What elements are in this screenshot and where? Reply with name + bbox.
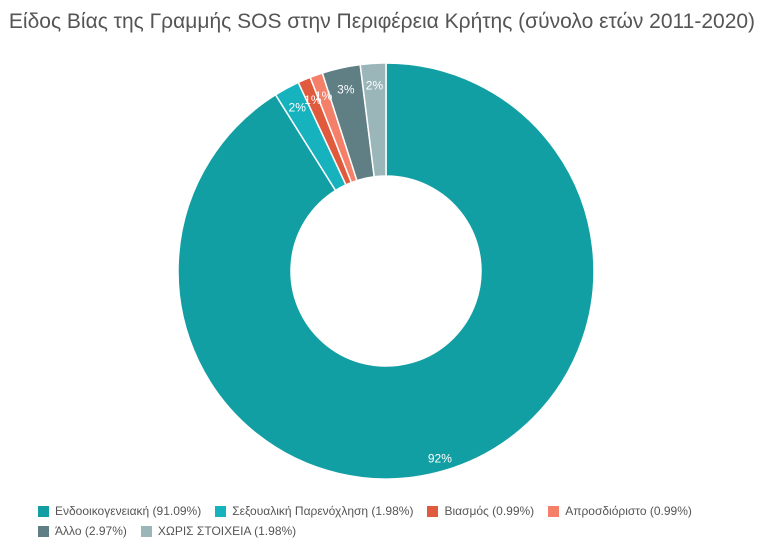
legend-item-3[interactable]: Απροσδιόριστο (0.99%): [548, 504, 692, 518]
legend-label-5: ΧΩΡΙΣ ΣΤΟΙΧΕΙΑ (1.98%): [157, 524, 297, 538]
legend-item-2[interactable]: Βιασμός (0.99%): [427, 504, 534, 518]
slice-label-1: 2%: [289, 101, 307, 115]
legend-swatch-3: [548, 505, 560, 517]
legend-item-5[interactable]: ΧΩΡΙΣ ΣΤΟΙΧΕΙΑ (1.98%): [140, 524, 297, 538]
donut-slices: [177, 62, 595, 480]
slice-label-4: 3%: [337, 82, 355, 96]
legend-swatch-5: [140, 525, 152, 537]
chart-title: Είδος Βίας της Γραμμής SOS στην Περιφέρε…: [8, 10, 756, 33]
legend-item-1[interactable]: Σεξουαλική Παρενόχληση (1.98%): [215, 504, 413, 518]
slice-0[interactable]: [177, 62, 595, 480]
donut-chart: 92%2%1%1% 3% 2%: [177, 62, 595, 480]
slice-label-0: 92%: [428, 451, 452, 465]
legend-label-4: Άλλο (2.97%): [55, 524, 127, 538]
slice-label-5: 2%: [366, 78, 384, 92]
legend-swatch-4: [38, 525, 49, 537]
legend-item-4[interactable]: Άλλο (2.97%): [38, 524, 127, 538]
donut-labels: 92%2%1%1% 3% 2%: [289, 78, 453, 465]
chart-legend: Ενδοοικογενειακή (91.09%) Σεξουαλική Παρε…: [38, 504, 758, 538]
legend-swatch-0: [38, 505, 49, 517]
legend-label-0: Ενδοοικογενειακή (91.09%): [55, 504, 202, 518]
legend-label-3: Απροσδιόριστο (0.99%): [565, 504, 692, 518]
slice-label-3: 1%: [315, 89, 333, 103]
legend-swatch-2: [427, 505, 439, 517]
slice-label-2: 1%: [304, 93, 322, 107]
legend-swatch-1: [215, 505, 227, 517]
legend-label-2: Βιασμός (0.99%): [444, 504, 535, 518]
legend-item-0[interactable]: Ενδοοικογενειακή (91.09%): [38, 504, 201, 518]
slice-5[interactable]: [359, 62, 387, 178]
legend-label-1: Σεξουαλική Παρενόχληση (1.98%): [232, 504, 414, 518]
